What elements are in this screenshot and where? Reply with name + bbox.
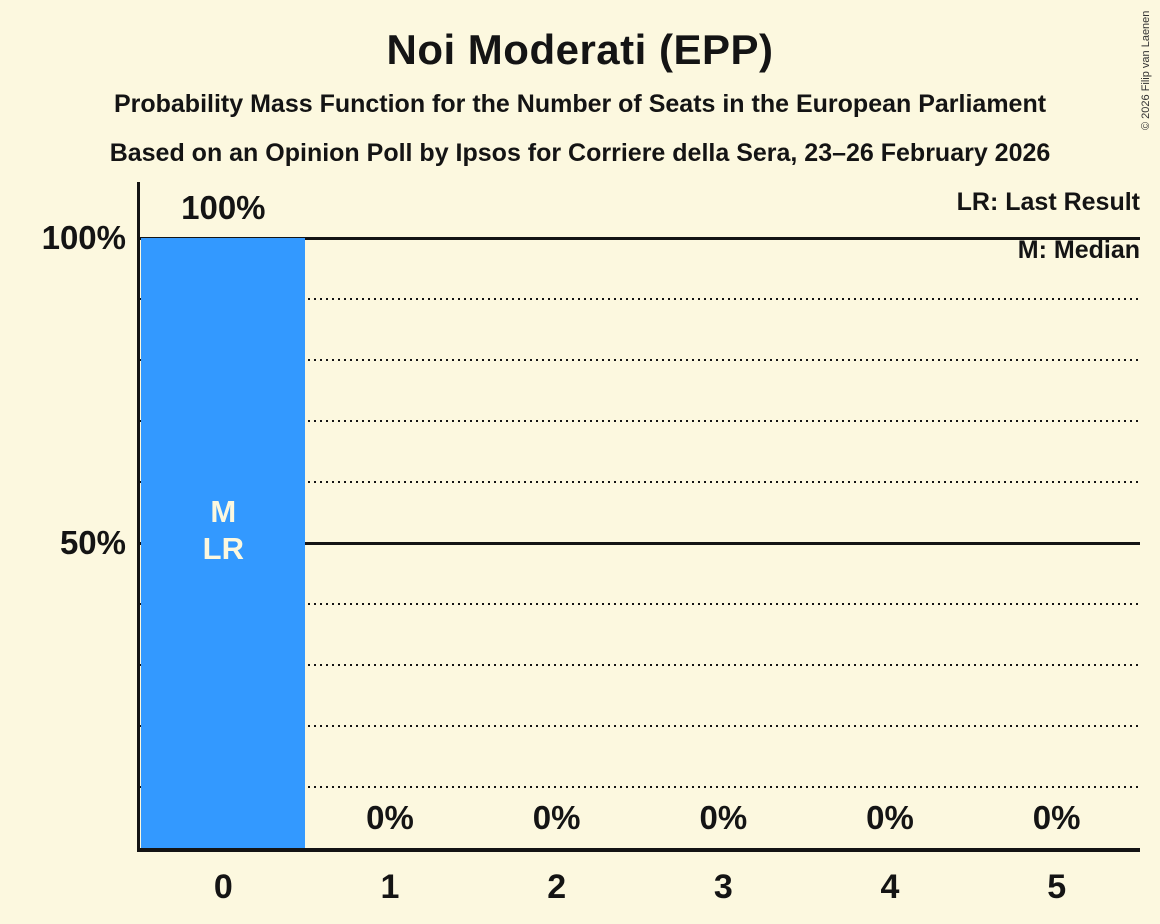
chart-title: Noi Moderati (EPP) xyxy=(386,26,774,73)
y-axis-tick-label-100: 100% xyxy=(41,219,126,256)
bar-value-label-0: 100% xyxy=(181,189,266,226)
chart-subtitle-line1: Probability Mass Function for the Number… xyxy=(113,90,1047,118)
y-axis-line xyxy=(137,182,140,852)
x-axis-line xyxy=(137,848,1140,852)
bar-seats-0 xyxy=(141,238,305,848)
bar-value-label-4: 0% xyxy=(866,799,914,836)
bar-value-label-1: 0% xyxy=(366,799,414,836)
bar-annotation-median-last-result: M LR xyxy=(140,493,307,567)
x-axis-tick-label-5: 5 xyxy=(1047,868,1067,906)
legend-item-last-result: LR: Last Result xyxy=(956,188,1140,216)
bar-value-label-5: 0% xyxy=(1032,799,1081,836)
bar-annotation-line: LR xyxy=(202,531,244,566)
bar-value-label-3: 0% xyxy=(699,799,748,836)
gridline-dotted-30 xyxy=(140,664,1140,666)
gridline-solid-100 xyxy=(140,237,1140,240)
legend-item-median: M: Median xyxy=(1017,236,1140,264)
x-axis-tick-label-1: 1 xyxy=(380,868,400,906)
gridline-dotted-70 xyxy=(140,420,1140,422)
gridline-dotted-40 xyxy=(140,603,1140,605)
bar-annotation-line: M xyxy=(210,494,237,529)
gridline-dotted-80 xyxy=(140,359,1140,361)
x-axis-tick-label-0: 0 xyxy=(213,868,233,906)
gridline-dotted-60 xyxy=(140,481,1140,483)
bar-value-label-2: 0% xyxy=(532,799,581,836)
x-axis-tick-label-4: 4 xyxy=(880,868,900,906)
x-axis-tick-label-2: 2 xyxy=(547,868,567,906)
y-axis-tick-label-50: 50% xyxy=(59,524,126,561)
chart-legend: LR: Last Result M: Median xyxy=(957,178,1140,274)
gridline-dotted-90 xyxy=(140,298,1140,300)
x-axis-tick-label-3: 3 xyxy=(713,868,733,906)
gridline-dotted-20 xyxy=(140,725,1140,727)
gridline-dotted-10 xyxy=(140,786,1140,788)
gridline-solid-50 xyxy=(140,542,1140,545)
chart-subtitle-line2: Based on an Opinion Poll by Ipsos for Co… xyxy=(109,139,1051,167)
